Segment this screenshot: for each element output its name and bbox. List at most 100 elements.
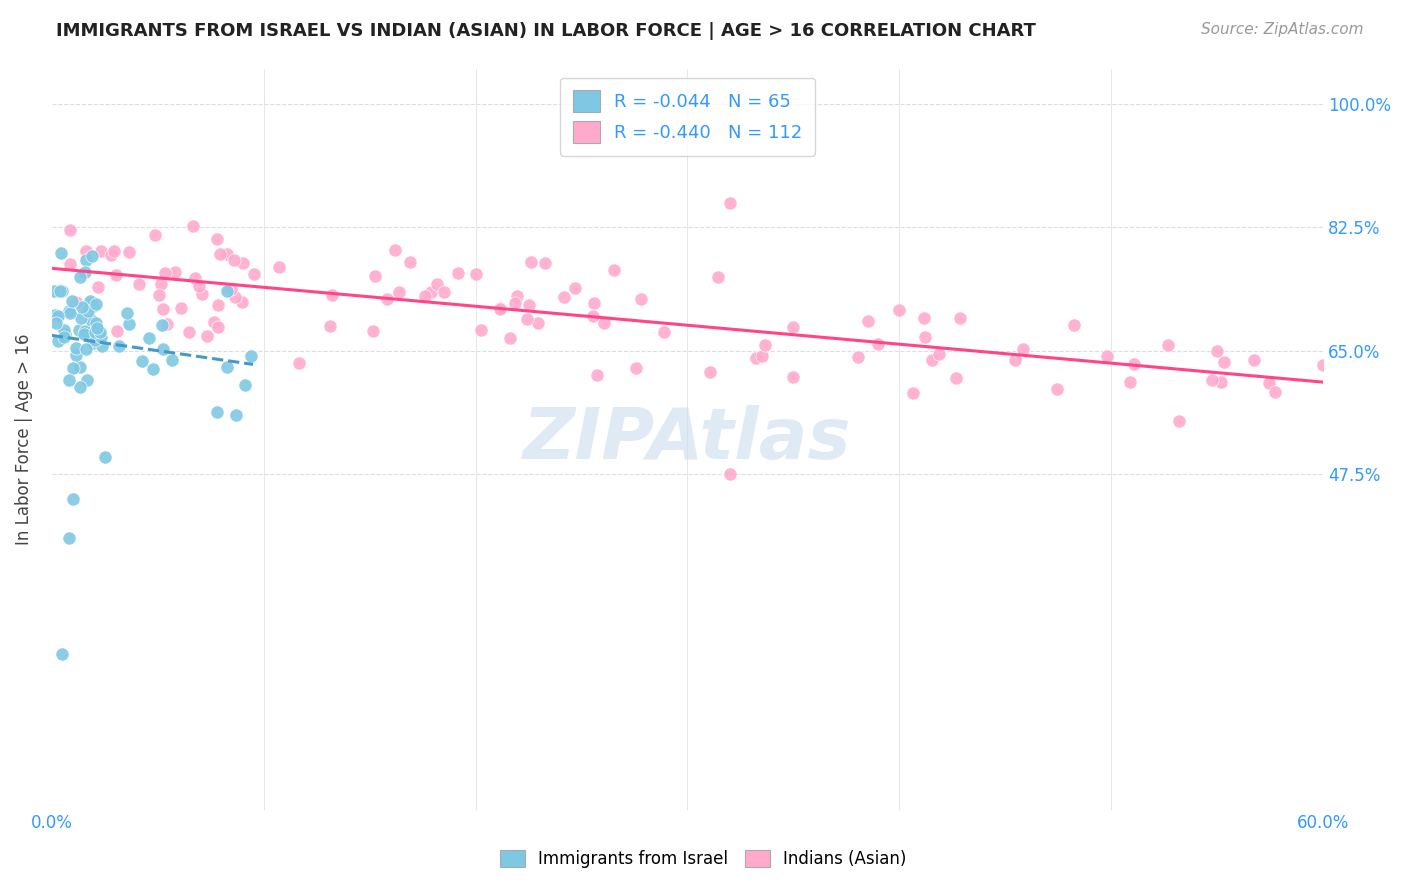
Point [150, 277, 173, 291]
Point [364, 269, 387, 284]
Point [86, 321, 108, 335]
Point [75, 265, 97, 279]
Point [58, 531, 80, 545]
Point [84, 297, 107, 311]
Point [398, 255, 420, 269]
Point [433, 285, 456, 300]
Point [195, 329, 218, 343]
Point [215, 246, 238, 260]
Point [582, 296, 605, 310]
Point [699, 365, 721, 379]
Point [1206, 343, 1229, 358]
Point [602, 263, 624, 277]
Point [138, 331, 160, 345]
Point [188, 278, 211, 293]
Point [630, 292, 652, 306]
Point [718, 467, 741, 482]
Point [1095, 349, 1118, 363]
Point [526, 316, 548, 330]
Point [90, 244, 112, 259]
Point [1312, 358, 1334, 372]
Point [205, 405, 228, 419]
Point [69, 380, 91, 394]
Point [465, 267, 488, 281]
Point [82, 336, 104, 351]
Point [69, 270, 91, 285]
Point [179, 326, 201, 340]
Point [45, 316, 67, 330]
Point [59, 306, 82, 320]
Point [233, 378, 256, 392]
Legend: Immigrants from Israel, Indians (Asian): Immigrants from Israel, Indians (Asian) [494, 843, 912, 875]
Point [207, 298, 229, 312]
Point [921, 352, 943, 367]
Point [782, 370, 804, 384]
Point [49, 245, 72, 260]
Point [75, 342, 97, 356]
Point [582, 309, 605, 323]
Point [73, 326, 96, 341]
Point [75, 253, 97, 268]
Point [153, 266, 176, 280]
Point [1004, 353, 1026, 368]
Point [148, 288, 170, 302]
Point [215, 360, 238, 375]
Point [156, 318, 179, 332]
Point [470, 323, 492, 337]
Point [564, 281, 586, 295]
Point [506, 289, 529, 303]
Point [516, 311, 538, 326]
Point [65, 341, 87, 355]
Point [183, 219, 205, 233]
Point [948, 310, 970, 325]
Point [65, 348, 87, 362]
Point [217, 284, 239, 298]
Point [1201, 373, 1223, 387]
Point [856, 313, 879, 327]
Point [84, 316, 107, 330]
Point [413, 289, 436, 303]
Point [58, 257, 80, 271]
Point [520, 255, 543, 269]
Point [914, 330, 936, 344]
Point [1123, 357, 1146, 371]
Point [76, 374, 98, 388]
Point [420, 285, 443, 299]
Point [79, 293, 101, 308]
Point [928, 346, 950, 360]
Point [107, 339, 129, 353]
Point [62, 491, 84, 506]
Point [499, 331, 522, 345]
Point [319, 318, 342, 333]
Point [553, 290, 575, 304]
Point [426, 277, 449, 292]
Point [447, 266, 470, 280]
Point [517, 297, 540, 311]
Point [1213, 355, 1236, 369]
Point [866, 336, 889, 351]
Point [152, 342, 174, 356]
Point [69, 359, 91, 374]
Point [60, 294, 83, 309]
Point [58, 304, 80, 318]
Legend: R = -0.044   N = 65, R = -0.440   N = 112: R = -0.044 N = 65, R = -0.440 N = 112 [560, 78, 815, 156]
Point [207, 232, 229, 246]
Point [488, 301, 510, 316]
Point [288, 356, 311, 370]
Point [77, 324, 100, 338]
Point [53, 326, 76, 341]
Point [48, 284, 70, 298]
Point [52, 322, 75, 336]
Point [142, 361, 165, 376]
Point [534, 256, 557, 270]
Point [105, 268, 128, 282]
Point [242, 267, 264, 281]
Point [222, 252, 245, 267]
Point [80, 248, 103, 262]
Point [624, 360, 647, 375]
Point [90, 330, 112, 344]
Point [1243, 352, 1265, 367]
Point [117, 245, 139, 260]
Point [44, 308, 66, 322]
Point [593, 316, 616, 330]
